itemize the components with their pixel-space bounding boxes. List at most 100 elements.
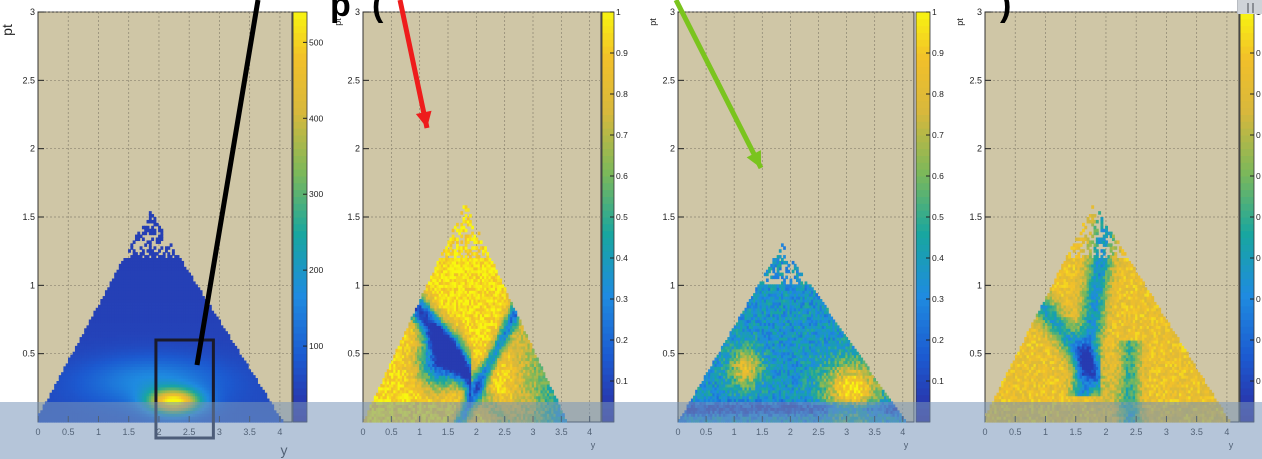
- heatmap-cell: [121, 398, 125, 403]
- heatmap-cell: [174, 331, 178, 335]
- heatmap-cell: [201, 296, 205, 300]
- heatmap-cell: [169, 322, 173, 326]
- heatmap-cell: [395, 389, 399, 394]
- heatmap-cell: [397, 392, 401, 397]
- heatmap-cell: [104, 334, 108, 338]
- heatmap-cell: [91, 366, 95, 370]
- heatmap-cell: [81, 386, 85, 391]
- heatmap-cell: [125, 395, 129, 400]
- heatmap-cell: [165, 263, 168, 268]
- heatmap-cell: [231, 398, 235, 403]
- heatmap-cell: [412, 319, 416, 324]
- heatmap-cell: [423, 313, 427, 318]
- heatmap-cell: [132, 301, 136, 306]
- heatmap-cell: [84, 360, 88, 365]
- heatmap-cell: [190, 369, 194, 373]
- heatmap-cell: [144, 354, 148, 359]
- heatmap-cell: [213, 351, 217, 356]
- heatmap-cell: [74, 389, 78, 394]
- heatmap-cell: [218, 345, 222, 350]
- heatmap-cell: [88, 369, 92, 373]
- heatmap-cell: [438, 301, 442, 306]
- heatmap-cell: [412, 383, 416, 388]
- heatmap-cell: [79, 369, 83, 373]
- heatmap-cell: [137, 301, 141, 306]
- heatmap-cell: [167, 348, 171, 353]
- heatmap-cell: [167, 310, 171, 315]
- heatmap-cell: [132, 360, 136, 365]
- heatmap-cell: [148, 345, 152, 350]
- heatmap-cell: [118, 386, 122, 391]
- heatmap-cell: [404, 369, 407, 373]
- heatmap-cell: [100, 369, 104, 373]
- heatmap-cell: [404, 337, 407, 341]
- heatmap-cell: [220, 383, 224, 388]
- heatmap-cell: [70, 392, 74, 397]
- heatmap-cell: [397, 372, 401, 376]
- heatmap-cell: [155, 293, 159, 297]
- heatmap-cell: [111, 383, 115, 388]
- heatmap-cell: [158, 290, 161, 294]
- heatmap-cell: [391, 386, 394, 391]
- heatmap-cell: [61, 375, 64, 379]
- heatmap-cell: [130, 316, 134, 321]
- heatmap-cell: [171, 372, 175, 376]
- heatmap-cell: [436, 316, 440, 321]
- heatmap-cell: [257, 386, 261, 391]
- heatmap-cell: [151, 278, 155, 283]
- heatmap-cell: [134, 375, 138, 379]
- heatmap-cell: [176, 360, 180, 365]
- heatmap-cell: [121, 369, 125, 373]
- heatmap-cell: [169, 319, 173, 324]
- heatmap-cell: [86, 398, 90, 403]
- heatmap-cell: [401, 366, 405, 370]
- heatmap-cell: [241, 381, 245, 385]
- heatmap-cell: [128, 316, 131, 321]
- heatmap-cell: [419, 328, 423, 332]
- heatmap-cell: [146, 249, 150, 253]
- heatmap-cell: [68, 389, 71, 394]
- heatmap-cell: [206, 369, 210, 373]
- heatmap-cell: [181, 299, 185, 303]
- heatmap-cell: [440, 337, 444, 341]
- heatmap-cell: [98, 398, 101, 403]
- heatmap-cell: [225, 360, 228, 365]
- heatmap-cell: [146, 325, 150, 329]
- heatmap-cell: [111, 389, 115, 394]
- heatmap-cell: [185, 345, 189, 350]
- heatmap-cell: [148, 310, 152, 315]
- heatmap-cell: [158, 357, 161, 362]
- heatmap-cell: [414, 354, 418, 359]
- heatmap-chart-1: 0 0.5 1 1.5 2 2.5 3 3.5 40.511.522.53ypt10020030…: [0, 0, 323, 458]
- heatmap-cell: [188, 293, 191, 297]
- heatmap-cell: [116, 369, 120, 373]
- heatmap-cell: [222, 357, 226, 362]
- heatmap-cell: [104, 392, 108, 397]
- heatmap-cell: [192, 301, 196, 306]
- heatmap-cell: [213, 313, 217, 318]
- heatmap-cell: [167, 351, 171, 356]
- heatmap-cell: [427, 372, 431, 376]
- heatmap-cell: [427, 366, 431, 370]
- heatmap-cell: [178, 354, 182, 359]
- heatmap-cell: [391, 395, 394, 400]
- heatmap-cell: [185, 301, 189, 306]
- heatmap-cell: [165, 383, 168, 388]
- heatmap-cell: [151, 301, 155, 306]
- heatmap-cell: [86, 375, 90, 379]
- heatmap-cell: [222, 386, 226, 391]
- heatmap-cell: [68, 383, 71, 388]
- heatmap-cell: [181, 290, 185, 294]
- heatmap-cell: [208, 372, 212, 376]
- heatmap-cell: [128, 331, 131, 335]
- heatmap-cell: [174, 372, 178, 376]
- heatmap-cell: [236, 375, 240, 379]
- colorbar-segment: [293, 381, 307, 389]
- heatmap-cell: [151, 228, 155, 233]
- heatmap-cell: [192, 398, 196, 403]
- heatmap-cell: [158, 263, 161, 268]
- heatmap-cell: [419, 299, 423, 303]
- heatmap-cell: [425, 299, 429, 303]
- heatmap-cell: [169, 383, 173, 388]
- heatmap-cell: [146, 228, 150, 233]
